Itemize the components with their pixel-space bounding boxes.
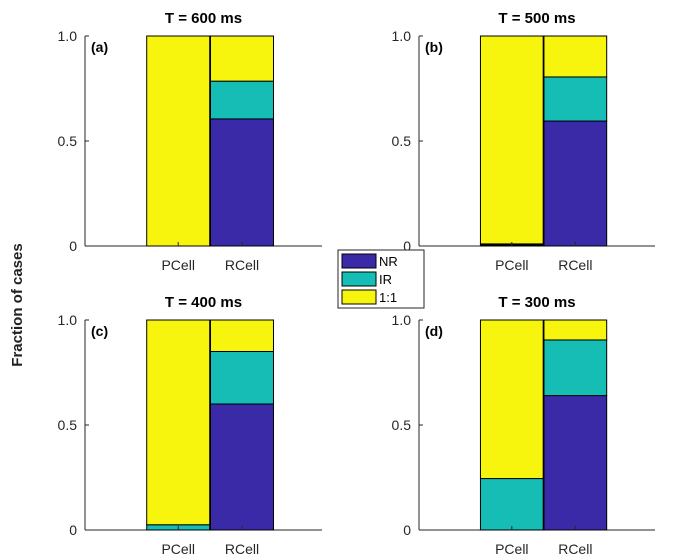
x-tick-label: PCell [495,257,528,273]
panel-title: T = 400 ms [165,294,242,311]
panel-label: (b) [425,39,443,55]
y-tick-label: 0 [69,522,77,538]
bar-pcell-1to1 [146,319,211,526]
bar-rcell-ir [543,76,608,122]
chart-panel-2: 0 0.5 1.0 PCell RCell T = 500 ms (b) [392,10,655,273]
y-tick-label: 0.5 [58,133,78,149]
panel-title: T = 300 ms [498,294,575,311]
chart-panel-3: 0 0.5 1.0 PCell RCell T = 400 ms (c) [58,294,322,557]
bar-rcell-nr [209,403,274,531]
bar-rcell-nr [543,395,608,531]
y-tick-label: 1.0 [392,312,412,328]
x-tick-label: PCell [161,257,194,273]
y-tick-label: 0.5 [58,417,78,433]
bar-rcell-1to1 [209,35,274,82]
chart-panel-1: 0 0.5 1.0 PCell RCell T = 600 ms (a) [58,10,322,273]
bar-rcell-1to1 [543,35,608,78]
y-tick-label: 1.0 [392,28,412,44]
chart-panels: 0 0.5 1.0 PCell RCell T = 600 ms (a) 0 0.5 1.0 PCe… [58,10,655,557]
legend-swatch-ir [341,271,377,287]
panel-label: (d) [425,323,443,339]
x-tick-label: PCell [161,541,194,557]
bar-rcell-1to1 [209,319,274,352]
bar-pcell-ir [479,478,544,531]
bar-rcell-ir [209,351,274,405]
legend: NR IR 1:1 [337,249,425,309]
bar-pcell-1to1 [479,319,544,480]
panel-label: (a) [91,39,108,55]
bar-pcell-1to1 [146,35,211,247]
x-tick-label: RCell [558,257,592,273]
x-tick-label: RCell [225,541,259,557]
legend-label: 1:1 [379,290,397,305]
panel-title: T = 600 ms [165,10,242,27]
panel-title: T = 500 ms [498,10,575,27]
y-tick-label: 1.0 [58,312,78,328]
y-tick-label: 0.5 [392,133,412,149]
x-tick-label: RCell [558,541,592,557]
bar-rcell-ir [209,80,274,120]
y-tick-label: 0 [403,238,411,254]
legend-label: NR [379,254,398,269]
y-tick-label: 0 [69,238,77,254]
y-tick-label: 0.5 [392,417,412,433]
legend-swatch-1to1 [341,289,377,305]
legend-label: IR [379,272,392,287]
legend-swatch-nr [341,253,377,269]
figure-y-axis-label: Fraction of cases [9,243,26,366]
bar-rcell-1to1 [543,319,608,341]
bar-rcell-ir [543,339,608,397]
bar-rcell-nr [543,120,608,247]
y-tick-label: 1.0 [58,28,78,44]
chart-panel-4: 0 0.5 1.0 PCell RCell T = 300 ms (d) [392,294,655,557]
x-tick-label: PCell [495,541,528,557]
bar-rcell-nr [209,118,274,247]
y-tick-label: 0 [403,522,411,538]
bar-pcell-1to1 [479,35,544,245]
panel-label: (c) [91,323,108,339]
x-tick-label: RCell [225,257,259,273]
